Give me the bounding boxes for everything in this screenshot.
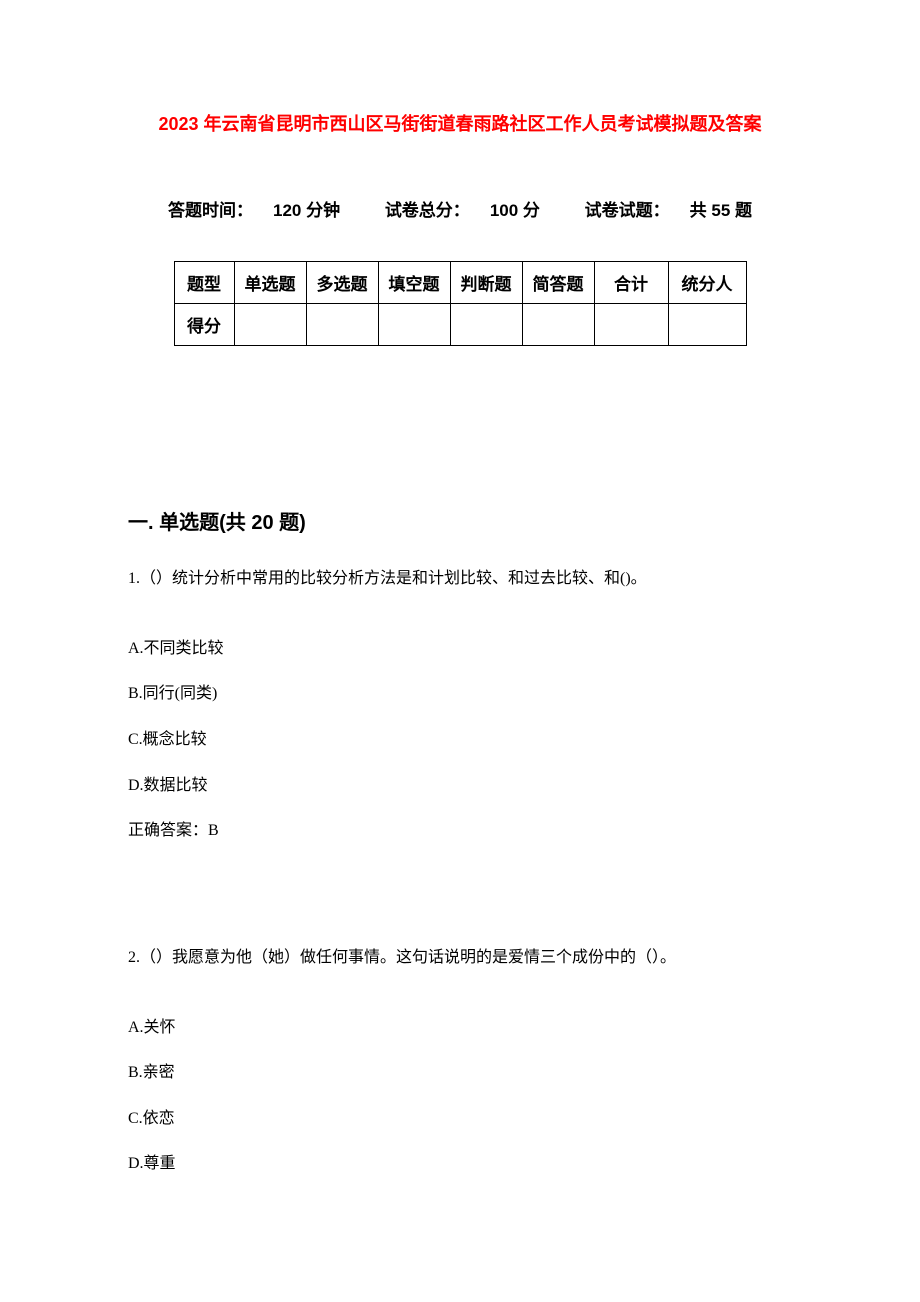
table-row: 得分 xyxy=(174,304,746,346)
option-c: C.概念比较 xyxy=(128,727,792,753)
option-c: C.依恋 xyxy=(128,1106,792,1132)
table-cell-label: 得分 xyxy=(174,304,234,346)
exam-info-line: 答题时间：120 分钟 试卷总分：100 分 试卷试题：共 55 题 xyxy=(128,196,792,221)
option-a: A.关怀 xyxy=(128,1015,792,1041)
table-cell: 单选题 xyxy=(234,262,306,304)
question-block: 2.（）我愿意为他（她）做任何事情。这句话说明的是爱情三个成份中的（）。 A.关… xyxy=(128,944,792,1177)
question-text: 1.（）统计分析中常用的比较分析方法是和计划比较、和过去比较、和()。 xyxy=(128,565,792,594)
table-cell: 统分人 xyxy=(668,262,746,304)
option-d: D.尊重 xyxy=(128,1151,792,1177)
table-cell-empty xyxy=(450,304,522,346)
table-cell-empty xyxy=(378,304,450,346)
table-cell-empty xyxy=(522,304,594,346)
exam-time: 答题时间：120 分钟 xyxy=(158,201,350,220)
table-cell: 填空题 xyxy=(378,262,450,304)
table-cell: 多选题 xyxy=(306,262,378,304)
section-heading: 一. 单选题(共 20 题) xyxy=(128,506,792,535)
table-cell-empty xyxy=(234,304,306,346)
exam-count: 试卷试题：共 55 题 xyxy=(575,201,762,220)
table-cell: 合计 xyxy=(594,262,668,304)
option-a: A.不同类比较 xyxy=(128,636,792,662)
table-row: 题型 单选题 多选题 填空题 判断题 简答题 合计 统分人 xyxy=(174,262,746,304)
table-cell-empty xyxy=(306,304,378,346)
table-cell-empty xyxy=(594,304,668,346)
option-b: B.同行(同类) xyxy=(128,681,792,707)
table-cell: 简答题 xyxy=(522,262,594,304)
correct-answer: 正确答案：B xyxy=(128,818,792,844)
document-title: 2023 年云南省昆明市西山区马街街道春雨路社区工作人员考试模拟题及答案 xyxy=(128,110,792,136)
question-text: 2.（）我愿意为他（她）做任何事情。这句话说明的是爱情三个成份中的（）。 xyxy=(128,944,792,973)
option-b: B.亲密 xyxy=(128,1060,792,1086)
score-table: 题型 单选题 多选题 填空题 判断题 简答题 合计 统分人 得分 xyxy=(174,261,747,346)
option-d: D.数据比较 xyxy=(128,773,792,799)
table-cell: 判断题 xyxy=(450,262,522,304)
table-cell-label: 题型 xyxy=(174,262,234,304)
exam-total: 试卷总分：100 分 xyxy=(375,201,550,220)
table-cell-empty xyxy=(668,304,746,346)
question-block: 1.（）统计分析中常用的比较分析方法是和计划比较、和过去比较、和()。 A.不同… xyxy=(128,565,792,844)
